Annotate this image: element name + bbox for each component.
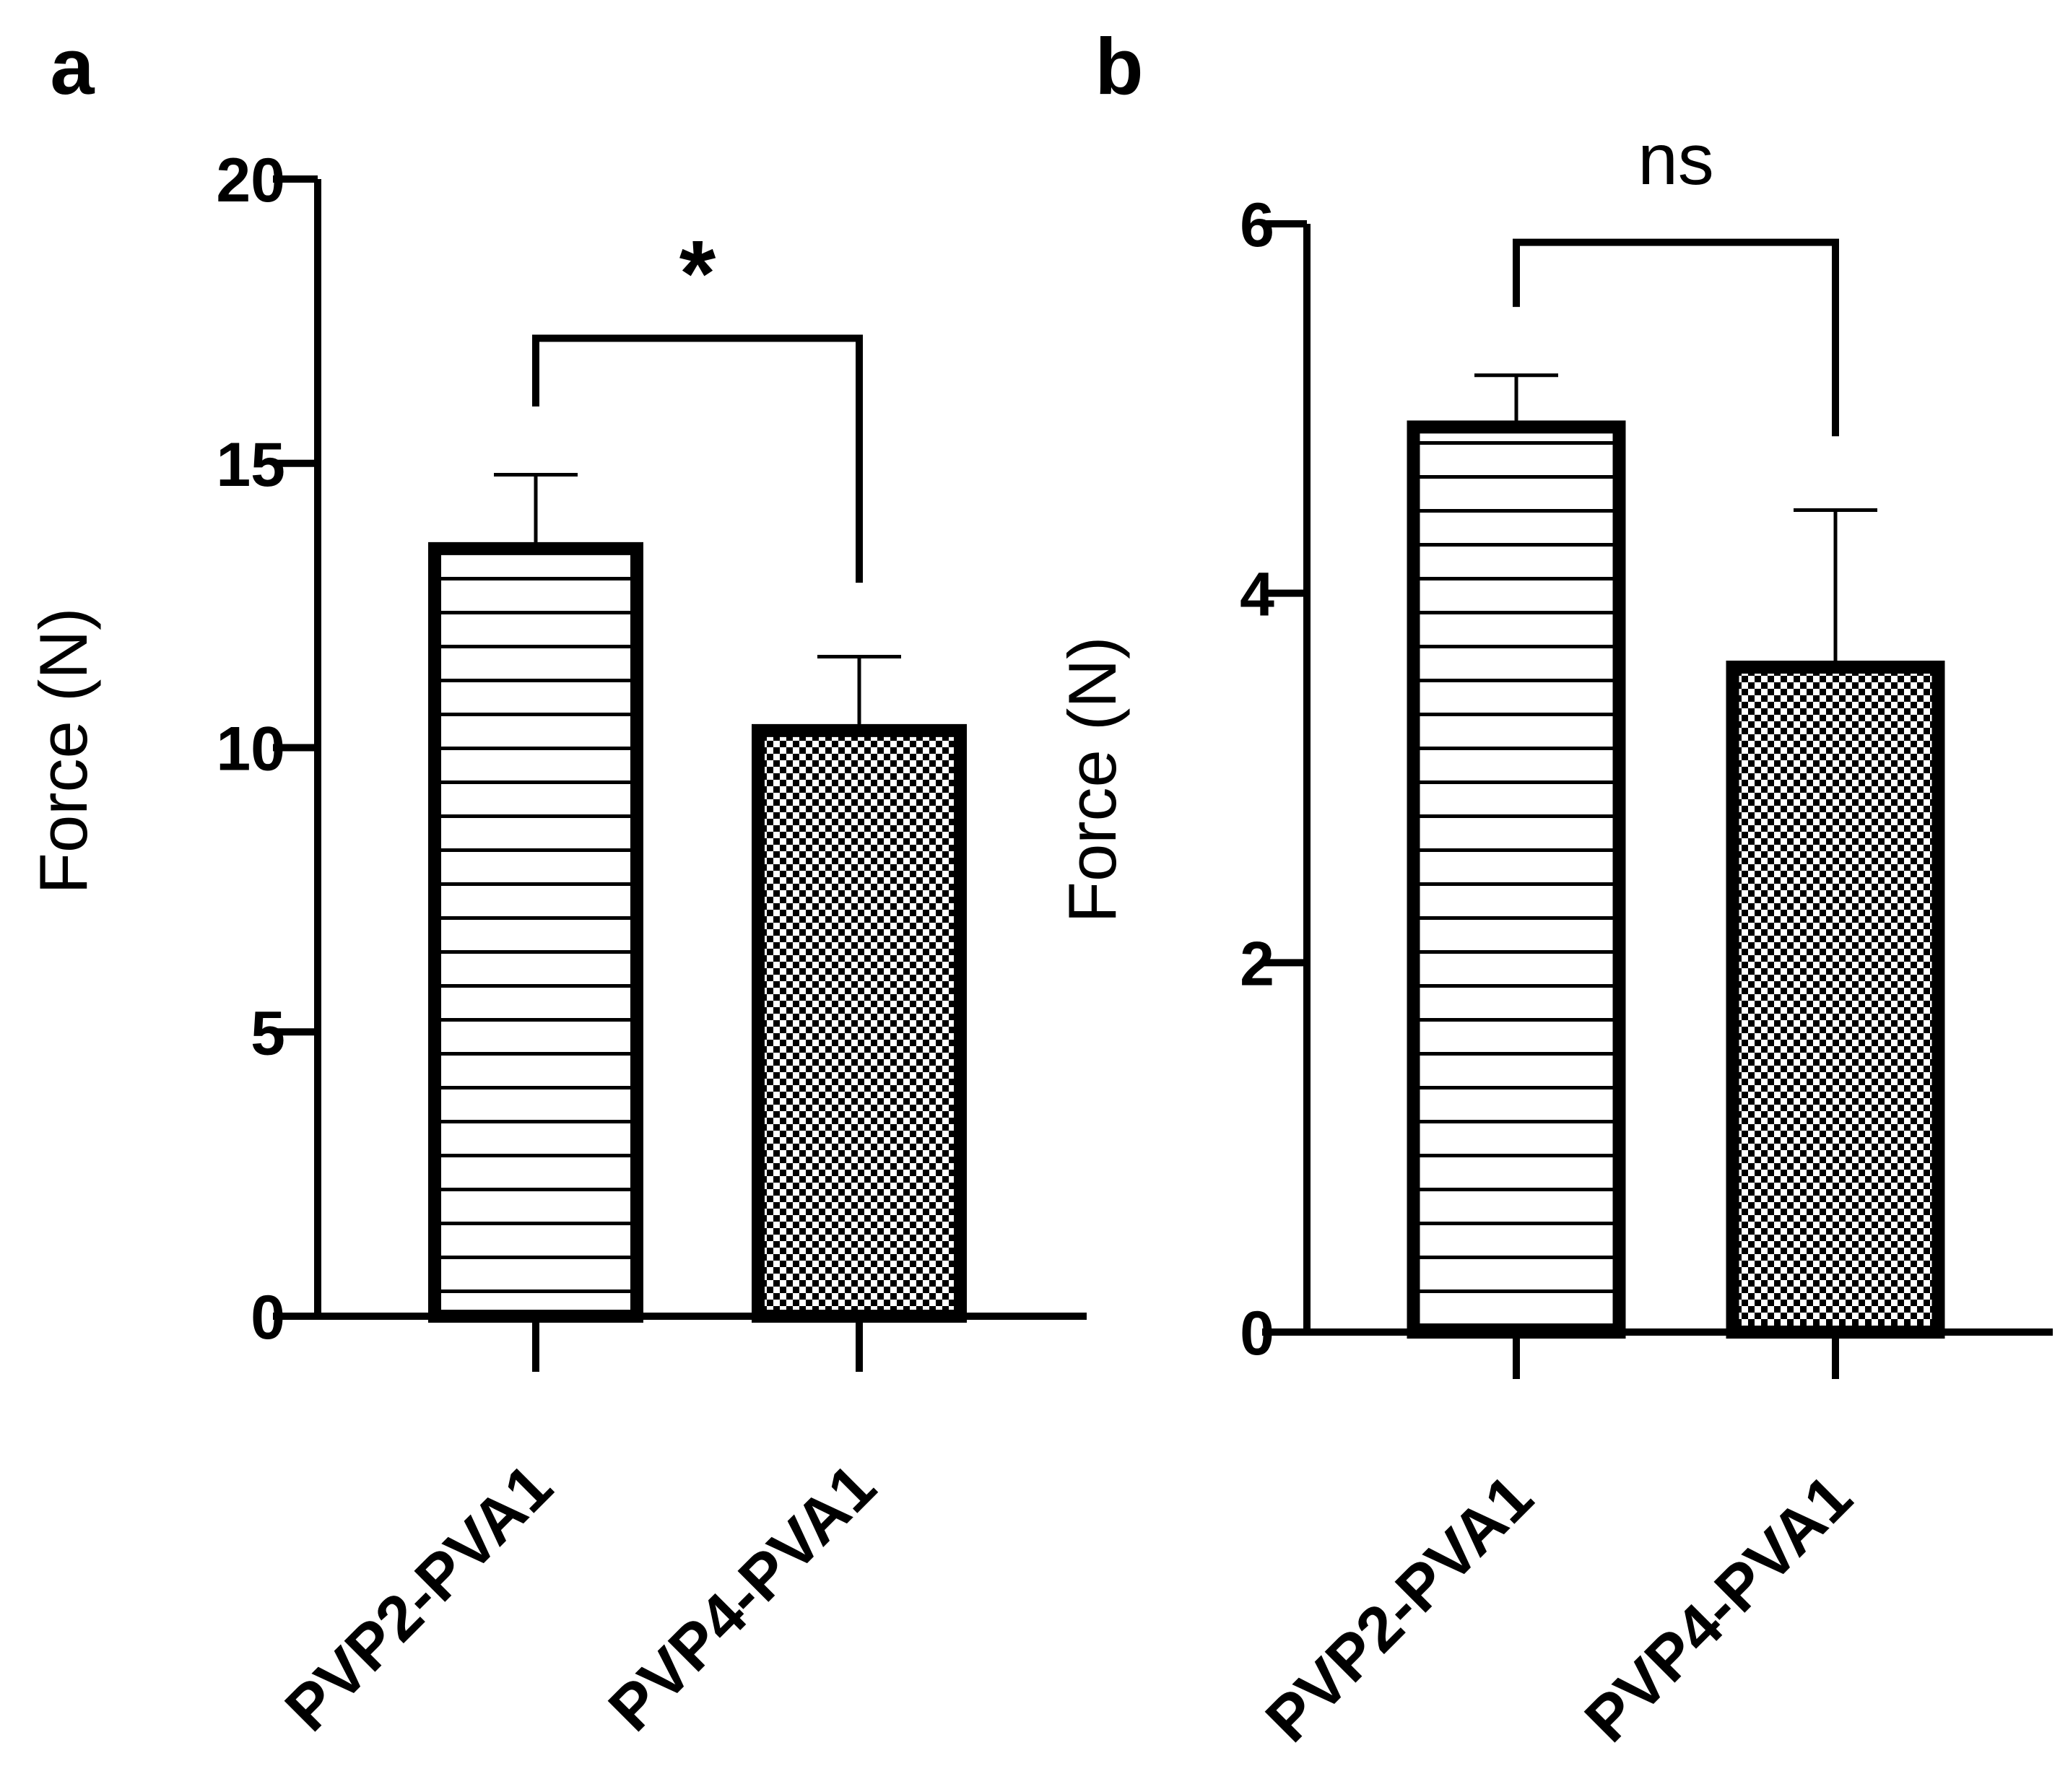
- bar: [1407, 420, 1626, 1339]
- x-tick-label: PVP4-PVA1: [1571, 1461, 1866, 1755]
- x-tick-label: PVP4-PVA1: [595, 1450, 890, 1744]
- bar: [428, 541, 643, 1323]
- y-tick-label: 0: [1240, 1299, 1274, 1368]
- y-axis-title: Force (N): [1054, 637, 1130, 923]
- bar: [752, 723, 967, 1323]
- panel-label: a: [50, 22, 95, 111]
- x-tick-label: PVP2-PVA1: [1252, 1461, 1547, 1755]
- y-tick-label: 10: [216, 715, 285, 784]
- y-tick-label: 0: [251, 1283, 285, 1352]
- y-tick-label: 2: [1240, 929, 1274, 999]
- y-axis-title: Force (N): [25, 608, 101, 895]
- bar: [1726, 661, 1945, 1339]
- y-tick-label: 5: [251, 999, 285, 1068]
- significance-label: ns: [1638, 119, 1714, 200]
- x-tick-label: PVP2-PVA1: [271, 1450, 566, 1744]
- chart-panel-a: a Force (N) 0 5 10 15 20 PVP2-PVA1 PVP4-PVA1 *: [25, 22, 1087, 1744]
- y-tick-label: 4: [1240, 560, 1274, 630]
- y-tick-label: 6: [1240, 191, 1274, 260]
- significance-label: *: [679, 221, 716, 326]
- y-tick-label: 20: [216, 146, 285, 215]
- chart-panel-b: b Force (N) 0 2 4 6 PVP2-PVA1 PVP4-PVA1 ns: [1054, 22, 2053, 1755]
- y-tick-label: 15: [216, 430, 285, 500]
- panel-label: b: [1095, 22, 1143, 111]
